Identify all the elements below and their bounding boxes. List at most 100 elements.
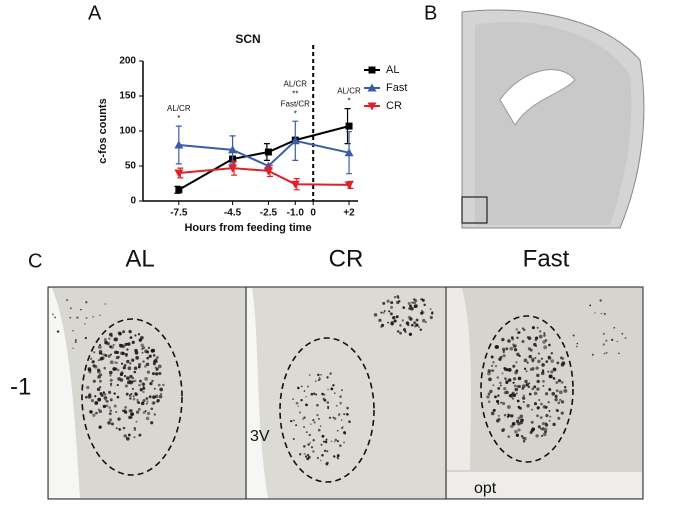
cell: [430, 312, 433, 315]
cell: [116, 395, 120, 399]
cell: [305, 403, 308, 407]
cell: [121, 351, 125, 356]
cell: [109, 382, 113, 386]
cell: [502, 354, 506, 358]
cell: [488, 377, 492, 382]
cell: [76, 316, 79, 319]
cell: [156, 356, 159, 359]
cell: [152, 395, 156, 399]
chart-title: SCN: [235, 32, 260, 46]
cell: [131, 380, 134, 383]
cell: [150, 407, 154, 411]
cell: [134, 334, 137, 337]
cell: [527, 336, 532, 340]
cell: [496, 419, 500, 423]
marker: [367, 83, 377, 92]
cell: [108, 412, 112, 416]
cell: [124, 353, 128, 357]
cell: [129, 409, 133, 413]
cell: [423, 303, 426, 307]
cell: [522, 440, 526, 443]
cell: [54, 316, 57, 319]
cell: [321, 392, 324, 396]
cell: [150, 348, 155, 353]
cell: [525, 383, 529, 387]
cell: [491, 369, 494, 372]
cell: [543, 332, 546, 335]
cell: [340, 389, 343, 392]
cell: [99, 385, 102, 389]
cell: [560, 411, 564, 415]
cell: [547, 401, 550, 404]
cell: [346, 406, 349, 410]
cell: [117, 417, 121, 421]
cell: [390, 305, 393, 309]
cell: [533, 385, 537, 389]
cell: [144, 377, 149, 381]
cell: [561, 361, 566, 366]
cell: [98, 409, 103, 414]
cell: [97, 397, 102, 402]
cell: [531, 387, 535, 391]
cell: [492, 361, 495, 364]
cell: [146, 356, 149, 360]
cell: [547, 355, 551, 359]
cell: [602, 343, 605, 346]
cell: [558, 390, 563, 395]
cell: [339, 395, 342, 398]
annotation: AL/CR: [337, 87, 361, 96]
cell: [133, 370, 137, 374]
x-tick-label: -2.5: [260, 208, 278, 219]
cell: [589, 304, 592, 307]
cell: [323, 398, 327, 402]
cell: [393, 319, 397, 323]
cell: [112, 367, 117, 371]
cell: [515, 392, 518, 395]
cell: [507, 378, 512, 382]
cell: [496, 376, 500, 379]
cell: [594, 312, 596, 314]
cell: [329, 372, 332, 375]
cell: [135, 355, 140, 360]
cell: [56, 330, 59, 333]
series-line: [178, 167, 350, 186]
cell: [128, 415, 132, 420]
cell: [555, 381, 559, 384]
cell: [128, 329, 132, 334]
cell: [392, 315, 396, 320]
cell: [541, 422, 546, 426]
cell: [539, 427, 542, 430]
cell: [142, 411, 146, 414]
cell: [142, 385, 145, 388]
cell: [548, 410, 551, 412]
cell: [157, 364, 162, 369]
cell: [395, 315, 399, 319]
cell: [137, 365, 141, 369]
x-tick-label: +2: [343, 208, 355, 219]
cell: [533, 342, 537, 347]
marker: [175, 186, 183, 194]
annotation: *: [347, 97, 350, 106]
cell: [501, 401, 506, 406]
cell: [72, 329, 74, 332]
cell: [115, 427, 118, 430]
cell: [123, 374, 127, 378]
cell: [317, 373, 320, 377]
cell: [98, 379, 102, 383]
cell: [312, 439, 315, 442]
marker: [264, 148, 272, 156]
cell: [306, 385, 309, 388]
cell: [319, 459, 322, 462]
cell: [624, 337, 627, 339]
cell: [120, 362, 124, 365]
marker: [174, 140, 184, 149]
x-tick-label: -4.5: [224, 208, 242, 219]
marker: [367, 102, 377, 111]
cell: [497, 394, 500, 397]
cell: [313, 421, 316, 424]
cell: [512, 345, 516, 349]
cell: [129, 397, 132, 400]
cell: [339, 401, 343, 405]
cell: [69, 316, 72, 319]
cell: [333, 440, 336, 443]
